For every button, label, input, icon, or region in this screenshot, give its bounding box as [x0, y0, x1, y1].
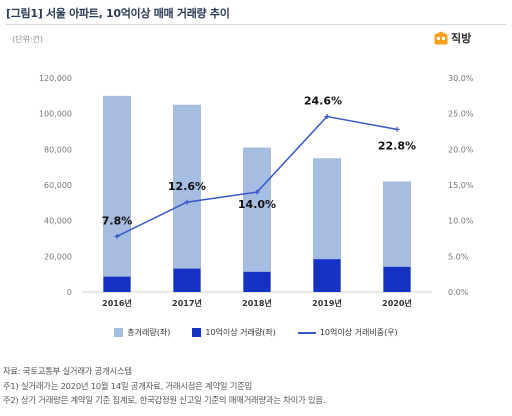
title-divider — [6, 24, 506, 25]
left-axis-tick-label: 100,000 — [39, 110, 72, 119]
source-notes: 자료: 국토교통부 실거래가 공개시스템 주1) 실거래가는 2020년 10월… — [3, 364, 325, 408]
ratio-point-1 — [114, 233, 120, 239]
legend: 총거래량(좌) 10억이상 거래량(좌) 10억이상 거래비중(우) — [0, 327, 512, 338]
right-axis-tick-label: 5.0% — [448, 252, 469, 261]
zigbang-logo-icon — [434, 31, 448, 45]
right-axis-tick-label: 20.0% — [448, 145, 474, 154]
bar-total-2 — [173, 104, 201, 292]
legend-label-over1b: 10억이상 거래량(좌) — [205, 328, 276, 337]
legend-item-total: 총거래량(좌) — [114, 327, 170, 338]
legend-label-ratio: 10억이상 거래비중(우) — [319, 328, 398, 337]
ratio-point-4 — [324, 114, 330, 120]
bar-over1b-3 — [243, 271, 271, 292]
bar-over1b-1 — [103, 276, 131, 292]
legend-label-total: 총거래량(좌) — [127, 328, 171, 337]
note-source: 자료: 국토교통부 실거래가 공개시스템 — [3, 366, 132, 376]
left-axis-tick-label: 0 — [67, 288, 72, 297]
bar-total-1 — [103, 95, 131, 292]
x-axis-tick-label: 2018년 — [242, 298, 272, 308]
right-axis-tick-label: 30.0% — [448, 74, 474, 83]
left-axis-tick-label: 80,000 — [44, 145, 72, 154]
left-axis-tick-label: 40,000 — [44, 217, 72, 226]
x-axis-tick-label: 2017년 — [172, 298, 202, 308]
bar-over1b-5 — [383, 266, 411, 292]
ratio-point-5 — [394, 126, 400, 132]
x-axis-tick-label: 2016년 — [102, 298, 132, 308]
legend-item-ratio: 10억이상 거래비중(우) — [297, 327, 398, 338]
unit-label: (단위:건) — [12, 35, 44, 44]
legend-swatch-total — [114, 328, 124, 337]
ratio-point-3 — [254, 189, 260, 195]
ratio-data-label: 14.0% — [238, 198, 276, 211]
left-axis-tick-label: 20,000 — [44, 252, 72, 261]
bar-over1b-2 — [173, 268, 201, 292]
ratio-point-2 — [184, 199, 190, 205]
legend-swatch-ratio — [297, 331, 316, 334]
right-axis-tick-label: 10.0% — [448, 217, 474, 226]
x-axis-tick-label: 2020년 — [382, 298, 412, 308]
ratio-data-label: 24.6% — [304, 95, 342, 108]
bar-total-3 — [243, 147, 271, 292]
note-1: 주1) 실거래가는 2020년 10월 14일 공개자료, 거래시점은 계약일 … — [3, 380, 253, 391]
legend-swatch-over1b — [192, 328, 202, 337]
chart-area: 0 20,000 40,000 60,000 80,000 100,000 120,000 0… — [39, 74, 474, 308]
ratio-data-label: 7.8% — [102, 214, 133, 227]
left-axis-tick-label: 120,000 — [39, 74, 72, 83]
ratio-data-label: 22.8% — [378, 139, 416, 152]
bar-over1b-4 — [313, 259, 341, 292]
chart-title: [그림1] 서울 아파트, 10억이상 매매 거래량 추이 — [6, 7, 230, 20]
left-axis-tick-label: 60,000 — [44, 181, 72, 190]
brand-logo: 직방 — [434, 30, 471, 46]
note-2: 주2) 상기 거래량은 계약일 기준 집계로, 한국감정원 신고일 기준의 매매… — [3, 395, 326, 405]
right-axis-tick-label: 0.0% — [448, 288, 469, 297]
right-axis-tick-label: 25.0% — [448, 110, 474, 119]
ratio-data-label: 12.6% — [168, 180, 206, 193]
brand-logo-text: 직방 — [451, 32, 472, 45]
legend-item-over1b: 10억이상 거래량(좌) — [192, 327, 276, 338]
x-axis-tick-label: 2019년 — [312, 298, 342, 308]
right-axis-tick-label: 15.0% — [448, 181, 474, 190]
